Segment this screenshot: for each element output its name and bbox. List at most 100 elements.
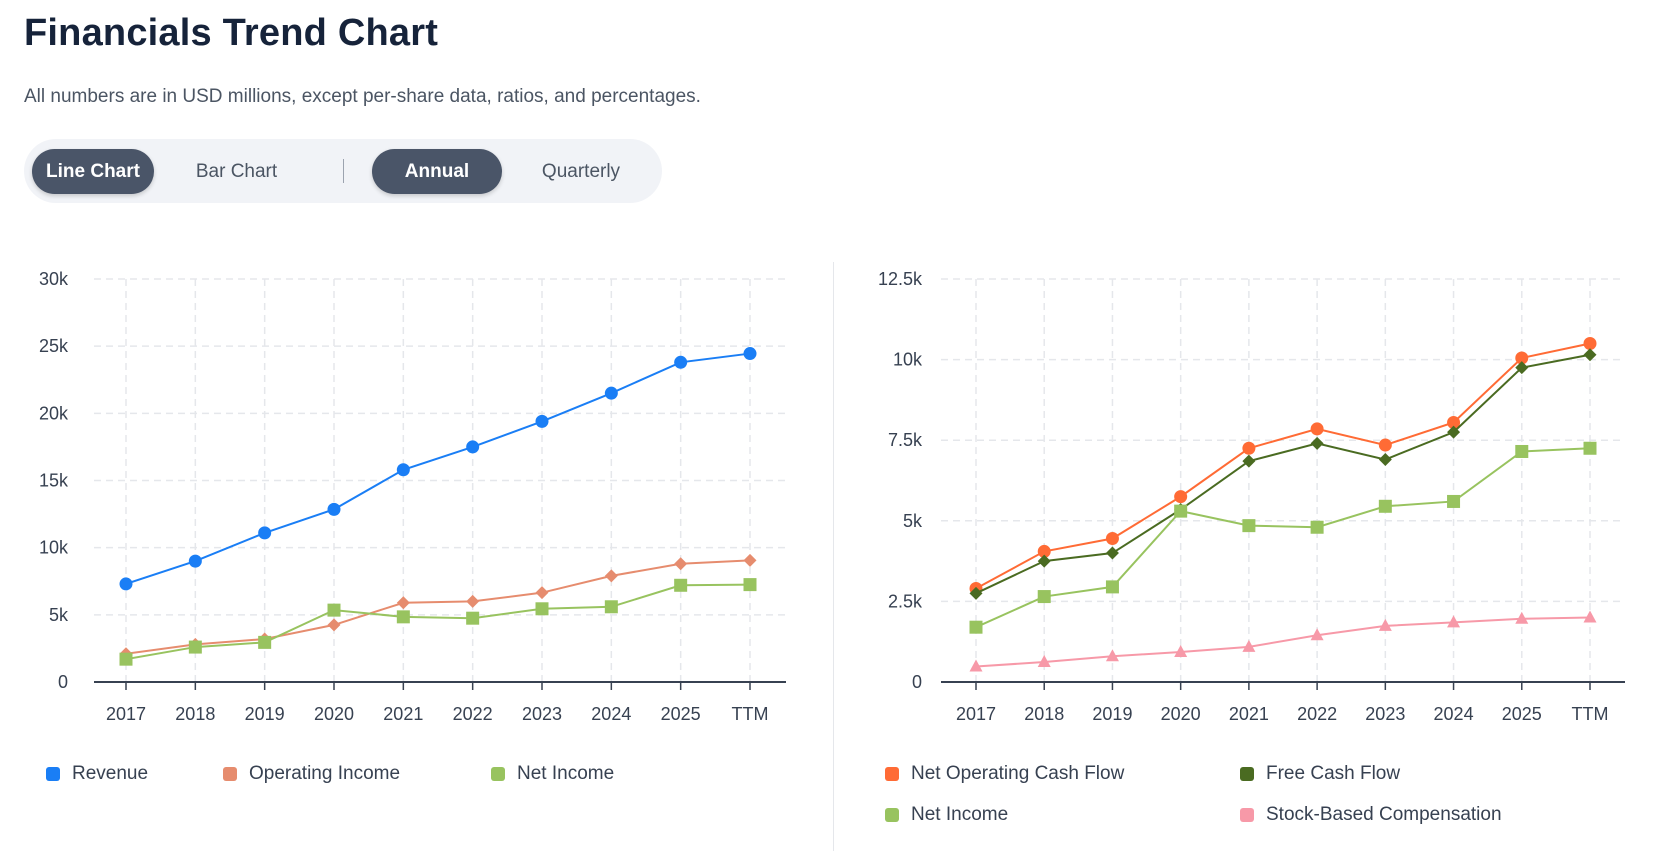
legend-label: Net Operating Cash Flow: [911, 763, 1125, 784]
income-net-income-point[interactable]: [604, 600, 618, 614]
cashflow-net-income-point[interactable]: [1515, 444, 1529, 458]
income-y-tick-label: 10k: [39, 538, 69, 558]
line-chart-button[interactable]: Line Chart: [32, 149, 154, 194]
income-legend-item-revenue[interactable]: Revenue: [46, 763, 148, 785]
cashflow-x-tick-label: 2020: [1161, 704, 1201, 724]
income-operating-income-point[interactable]: [396, 596, 410, 610]
cashflow-y-tick-label: 7.5k: [888, 430, 923, 450]
cashflow-legend-item-net-operating-cash-flow[interactable]: Net Operating Cash Flow: [885, 763, 1124, 785]
cashflow-legend-item-free-cash-flow[interactable]: Free Cash Flow: [1240, 763, 1400, 785]
cashflow-free-cash-flow-point[interactable]: [1583, 348, 1597, 362]
cashflow-stock-based-compensation-point[interactable]: [1583, 610, 1597, 623]
annual-button[interactable]: Annual: [372, 149, 502, 194]
cashflow-net-income-point[interactable]: [1037, 590, 1051, 604]
income-legend-item-net-income[interactable]: Net Income: [491, 763, 614, 785]
cashflow-x-tick-label: 2018: [1024, 704, 1064, 724]
income-revenue-point[interactable]: [188, 554, 202, 568]
cashflow-stock-based-compensation-point[interactable]: [1105, 649, 1119, 662]
income-revenue-point[interactable]: [535, 414, 549, 428]
cashflow-stock-based-compensation-point[interactable]: [1037, 655, 1051, 668]
cashflow-net-income-point[interactable]: [969, 620, 983, 634]
cashflow-net-operating-cash-flow-point[interactable]: [1310, 422, 1324, 436]
cashflow-net-income-point[interactable]: [1174, 504, 1188, 518]
legend-label: Operating Income: [249, 763, 401, 784]
income-revenue-point[interactable]: [258, 526, 272, 540]
cashflow-stock-based-compensation-point[interactable]: [1378, 618, 1392, 631]
income-revenue-point[interactable]: [604, 386, 618, 400]
cashflow-net-income-point[interactable]: [1105, 580, 1119, 594]
income-revenue-point[interactable]: [466, 440, 480, 454]
cashflow-net-operating-cash-flow-point[interactable]: [1105, 532, 1119, 546]
legend-label: Revenue: [72, 763, 149, 784]
income-net-income-point[interactable]: [119, 652, 133, 666]
income-net-income-point[interactable]: [466, 611, 480, 625]
income-revenue-point[interactable]: [396, 463, 410, 477]
cashflow-free-cash-flow-point[interactable]: [1242, 454, 1256, 468]
income-revenue-point[interactable]: [674, 355, 688, 369]
income-net-income-point[interactable]: [674, 578, 688, 592]
income-net-income-point[interactable]: [327, 603, 341, 617]
income-y-tick-label: 20k: [39, 403, 69, 423]
cashflow-free-cash-flow-point[interactable]: [1037, 554, 1051, 568]
cashflow-net-operating-cash-flow-point[interactable]: [1583, 336, 1597, 350]
toggle-separator: [343, 159, 344, 183]
cashflow-stock-based-compensation-point[interactable]: [1310, 628, 1324, 641]
cashflow-stock-based-compensation-point[interactable]: [1174, 645, 1188, 658]
chart-options-toggle: Line Chart Bar Chart Annual Quarterly: [24, 139, 662, 203]
legend-swatch: [885, 767, 899, 781]
cashflow-free-cash-flow-point[interactable]: [969, 586, 983, 600]
cashflow-net-operating-cash-flow-point[interactable]: [1242, 441, 1256, 455]
legend-swatch: [223, 767, 237, 781]
cashflow-stock-based-compensation-point[interactable]: [969, 659, 983, 672]
cashflow-free-cash-flow-point[interactable]: [1105, 546, 1119, 560]
cashflow-net-income-point[interactable]: [1242, 519, 1256, 533]
cashflow-net-operating-cash-flow-point[interactable]: [1447, 415, 1461, 429]
income-x-tick-label: 2020: [314, 704, 354, 724]
income-net-income-point[interactable]: [188, 640, 202, 654]
cashflow-net-operating-cash-flow-point[interactable]: [1378, 438, 1392, 452]
income-operating-income-point[interactable]: [743, 553, 757, 567]
cashflow-y-tick-label: 5k: [903, 511, 923, 531]
cashflow-net-operating-cash-flow-point[interactable]: [1037, 544, 1051, 558]
income-operating-income-point[interactable]: [674, 557, 688, 571]
cashflow-free-cash-flow-point[interactable]: [1515, 361, 1529, 375]
income-net-income-point[interactable]: [258, 635, 272, 649]
cashflow-net-operating-cash-flow-point[interactable]: [1174, 490, 1188, 504]
cashflow-free-cash-flow-point[interactable]: [1310, 436, 1324, 450]
cashflow-legend-item-net-income[interactable]: Net Income: [885, 804, 1008, 826]
income-net-income-point[interactable]: [535, 602, 549, 616]
income-net-income-line: [125, 583, 751, 661]
legend-label: Stock-Based Compensation: [1266, 804, 1502, 825]
cashflow-legend-item-stock-based-compensation[interactable]: Stock-Based Compensation: [1240, 804, 1502, 826]
income-net-income-point[interactable]: [396, 610, 410, 624]
income-net-income-point[interactable]: [743, 578, 757, 592]
cashflow-free-cash-flow-point[interactable]: [1378, 453, 1392, 467]
cashflow-stock-based-compensation-line: [975, 616, 1591, 668]
cashflow-net-operating-cash-flow-point[interactable]: [1515, 351, 1529, 365]
cashflow-net-income-point[interactable]: [1310, 520, 1324, 534]
cashflow-free-cash-flow-point[interactable]: [1447, 425, 1461, 439]
cashflow-stock-based-compensation-point[interactable]: [1242, 639, 1256, 652]
cashflow-net-income-point[interactable]: [1378, 499, 1392, 513]
cashflow-x-tick-label: 2022: [1297, 704, 1337, 724]
charts-divider: [833, 262, 834, 851]
income-y-tick-label: 5k: [49, 605, 69, 625]
income-revenue-point[interactable]: [743, 347, 757, 361]
income-operating-income-point[interactable]: [604, 569, 618, 583]
income-x-tick-label: 2021: [383, 704, 423, 724]
cashflow-x-tick-label: 2024: [1434, 704, 1474, 724]
income-operating-income-point[interactable]: [535, 586, 549, 600]
cashflow-stock-based-compensation-point[interactable]: [1447, 615, 1461, 628]
income-operating-income-point[interactable]: [466, 594, 480, 608]
quarterly-button[interactable]: Quarterly: [541, 161, 621, 182]
income-revenue-point[interactable]: [327, 502, 341, 516]
income-y-tick-label: 30k: [39, 269, 69, 289]
cashflow-net-income-point[interactable]: [1583, 441, 1597, 455]
cashflow-net-income-point[interactable]: [1447, 494, 1461, 508]
income-x-tick-label: 2023: [522, 704, 562, 724]
income-operating-income-point[interactable]: [327, 618, 341, 632]
bar-chart-button[interactable]: Bar Chart: [195, 161, 278, 182]
cashflow-stock-based-compensation-point[interactable]: [1515, 611, 1529, 624]
income-revenue-point[interactable]: [119, 577, 133, 591]
income-legend-item-operating-income[interactable]: Operating Income: [223, 763, 400, 785]
